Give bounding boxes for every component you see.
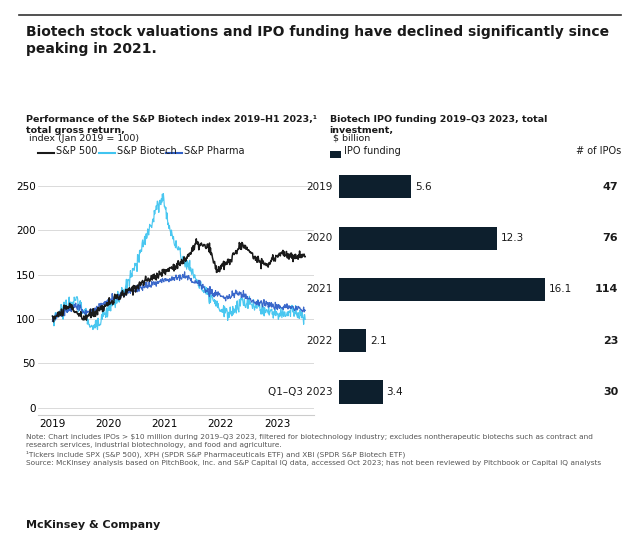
Text: Performance of the S&P Biotech index 2019–H1 2023,¹
total gross return,: Performance of the S&P Biotech index 201…: [26, 115, 317, 135]
Text: 2019: 2019: [307, 182, 333, 192]
Text: 30: 30: [603, 387, 618, 397]
Text: 47: 47: [603, 182, 618, 192]
Text: 12.3: 12.3: [500, 233, 524, 243]
Text: McKinsey & Company: McKinsey & Company: [26, 520, 160, 530]
Text: 23: 23: [603, 336, 618, 346]
Bar: [339, 278, 545, 301]
Text: S&P Biotech: S&P Biotech: [117, 146, 177, 156]
Text: 2.1: 2.1: [370, 336, 387, 346]
Bar: [339, 329, 366, 352]
Text: Note: Chart includes IPOs > $10 million during 2019–Q3 2023, filtered for biotec: Note: Chart includes IPOs > $10 million …: [26, 434, 601, 466]
Text: 2022: 2022: [307, 336, 333, 346]
Text: 3.4: 3.4: [387, 387, 403, 397]
Text: 114: 114: [595, 284, 618, 294]
Text: index (Jan 2019 = 100): index (Jan 2019 = 100): [26, 123, 139, 143]
Text: # of IPOs: # of IPOs: [575, 146, 621, 156]
Text: Biotech IPO funding 2019–Q3 2023, total
investment,: Biotech IPO funding 2019–Q3 2023, total …: [330, 115, 547, 135]
Text: 2021: 2021: [307, 284, 333, 294]
Text: S&P Pharma: S&P Pharma: [184, 146, 245, 156]
Text: Biotech stock valuations and IPO funding have declined significantly since
peaki: Biotech stock valuations and IPO funding…: [26, 25, 609, 56]
Bar: [339, 381, 383, 403]
Text: 2020: 2020: [307, 233, 333, 243]
Text: 16.1: 16.1: [549, 284, 572, 294]
Text: Q1–Q3 2023: Q1–Q3 2023: [268, 387, 333, 397]
Text: 5.6: 5.6: [415, 182, 431, 192]
Text: IPO funding: IPO funding: [344, 146, 401, 156]
Bar: [339, 227, 497, 250]
Bar: [339, 175, 411, 198]
Text: S&P 500: S&P 500: [56, 146, 98, 156]
Text: $ billion: $ billion: [330, 123, 370, 143]
Text: 76: 76: [603, 233, 618, 243]
